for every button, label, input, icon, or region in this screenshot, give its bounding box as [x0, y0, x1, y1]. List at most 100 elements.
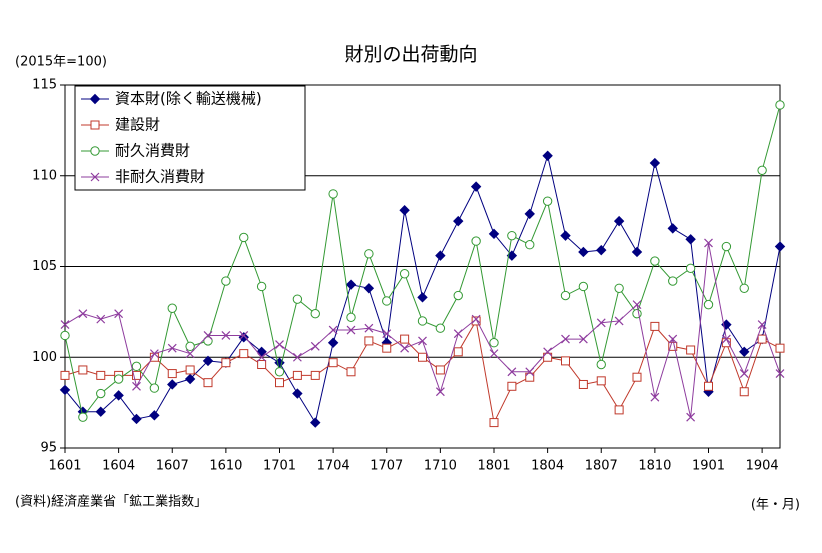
marker — [167, 379, 178, 390]
marker — [489, 418, 499, 428]
marker — [739, 369, 749, 379]
marker — [507, 367, 517, 377]
marker — [578, 281, 589, 292]
marker — [614, 283, 624, 293]
marker — [96, 388, 106, 399]
marker — [668, 276, 678, 286]
marker — [184, 373, 196, 385]
marker — [275, 340, 284, 349]
marker — [149, 349, 159, 359]
y-unit-label: (2015年=100) — [15, 55, 107, 70]
chart-title: 財別の出荷動向 — [344, 44, 477, 66]
marker — [596, 359, 606, 370]
marker — [167, 369, 177, 379]
marker — [488, 228, 500, 240]
marker — [543, 347, 553, 357]
marker — [757, 334, 767, 344]
marker — [131, 361, 142, 372]
x-tick-label: 1610 — [209, 459, 242, 474]
y-tick-label: 100 — [32, 350, 57, 365]
x-tick-label: 1704 — [317, 459, 350, 474]
marker — [292, 294, 303, 304]
marker — [346, 325, 356, 335]
marker — [96, 314, 106, 324]
marker — [668, 334, 678, 344]
marker — [435, 387, 445, 397]
marker — [382, 329, 392, 339]
x-tick-label: 1904 — [746, 459, 779, 474]
marker — [399, 205, 410, 216]
marker — [310, 341, 320, 351]
marker — [202, 355, 214, 367]
marker — [435, 250, 446, 261]
y-tick-label: 105 — [32, 259, 57, 274]
marker — [221, 276, 231, 286]
legend-label: 非耐久消費財 — [115, 168, 205, 186]
y-tick-label: 115 — [32, 78, 57, 93]
marker — [650, 321, 660, 331]
marker — [114, 309, 124, 319]
marker — [239, 349, 249, 359]
x-tick-label: 1710 — [424, 459, 457, 474]
marker — [453, 329, 463, 339]
marker — [613, 215, 625, 227]
marker — [703, 299, 714, 310]
marker — [60, 330, 70, 341]
x-tick-label: 1901 — [692, 459, 725, 474]
marker — [489, 338, 499, 348]
marker — [363, 283, 375, 294]
marker — [507, 381, 517, 391]
marker — [632, 300, 642, 310]
legend-box — [74, 85, 306, 191]
marker — [382, 343, 392, 353]
marker — [614, 405, 624, 415]
marker — [524, 208, 535, 220]
marker — [60, 320, 70, 330]
marker — [310, 370, 320, 380]
marker — [185, 365, 195, 375]
marker — [90, 146, 100, 156]
x-tick-label: 1701 — [263, 459, 296, 474]
marker — [292, 388, 303, 399]
marker — [471, 316, 481, 326]
marker — [400, 334, 410, 344]
marker — [239, 232, 249, 243]
marker — [649, 157, 661, 169]
marker — [292, 352, 302, 362]
marker — [560, 230, 571, 241]
marker — [685, 263, 696, 274]
x-tick-label: 1804 — [531, 459, 564, 474]
x-tick-label: 1807 — [585, 459, 618, 474]
series — [60, 238, 785, 422]
marker — [542, 150, 553, 161]
legend-label: 資本財(除く輸送機械) — [115, 90, 262, 108]
marker — [560, 290, 571, 301]
marker — [310, 308, 320, 319]
marker — [525, 240, 535, 250]
marker — [328, 358, 338, 368]
marker — [89, 93, 101, 105]
x-tick-label: 1601 — [48, 459, 81, 474]
marker — [132, 381, 141, 391]
marker — [113, 390, 124, 401]
marker — [739, 387, 749, 397]
marker — [399, 269, 410, 279]
marker — [346, 312, 356, 323]
series — [59, 150, 786, 428]
marker — [686, 412, 696, 422]
marker — [345, 279, 357, 290]
marker — [78, 309, 88, 319]
x-tick-label: 1810 — [638, 459, 671, 474]
marker — [364, 336, 374, 346]
marker — [185, 349, 195, 359]
marker — [667, 223, 678, 234]
marker — [596, 376, 606, 386]
marker — [721, 241, 732, 252]
marker — [113, 374, 124, 384]
marker — [78, 412, 88, 422]
marker — [95, 406, 106, 417]
marker — [470, 181, 482, 192]
marker — [614, 316, 624, 326]
